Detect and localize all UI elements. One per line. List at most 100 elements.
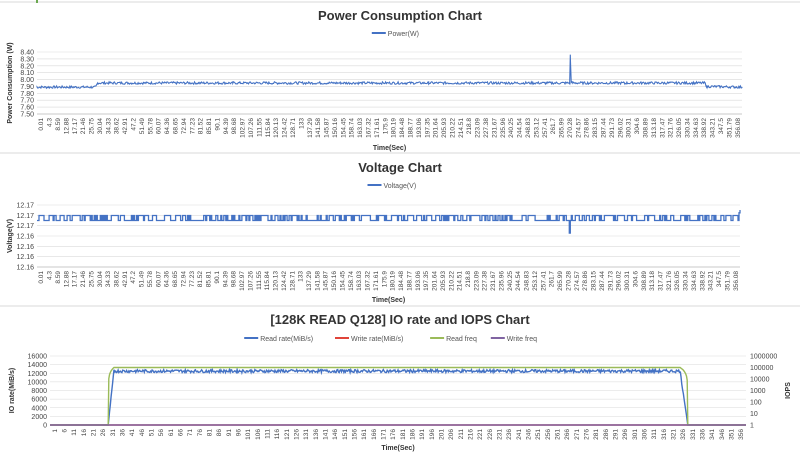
- x-tick-label-26: 111.55: [256, 271, 263, 290]
- x-tick-label-35: 150.16: [331, 271, 338, 291]
- x-tick-label-77: 330.34: [683, 271, 690, 291]
- x-tick-label-8: 34.33: [105, 271, 112, 288]
- x-tick-label-70: 351: [729, 429, 736, 440]
- x-tick-label-55: 276: [584, 429, 591, 440]
- y-tick-label-2: 4000: [31, 405, 47, 412]
- series-line-2: [50, 366, 746, 426]
- x-tick-label-38: 163.03: [357, 118, 364, 138]
- x-tick-label-42: 180.19: [390, 271, 397, 291]
- x-tick-label-69: 296.02: [616, 271, 623, 291]
- x-tick-label-63: 270.28: [565, 271, 572, 291]
- y-tick-label-9: 8.40: [20, 50, 34, 57]
- x-tick-label-54: 231.67: [491, 118, 498, 138]
- x-tick-label-75: 321.76: [668, 118, 675, 138]
- x-tick-label-65: 278.86: [582, 271, 589, 291]
- x-tick-label-59: 253.12: [533, 118, 540, 138]
- io-rate-iops-chart: [128K READ Q128] IO rate and IOPS Chart R…: [9, 312, 792, 452]
- y-tick-label-5: 8.00: [20, 77, 34, 84]
- y-tick-label-1: 2000: [31, 414, 47, 421]
- x-tick-label-51: 218.8: [465, 271, 472, 288]
- x-tick-label-43: 184.48: [399, 118, 406, 138]
- x-tick-label-45: 226: [487, 429, 494, 440]
- x-tick-label-70: 300.31: [626, 118, 633, 138]
- y-axis-label: Power Consumption (W): [7, 42, 14, 123]
- x-tick-label-33: 166: [371, 429, 378, 440]
- x-tick-label-4: 21: [91, 429, 98, 437]
- x-tick-label-58: 248.83: [524, 271, 531, 291]
- x-tick-label-78: 334.63: [691, 271, 698, 291]
- x-tick-label-29: 124.42: [281, 271, 288, 291]
- x-tick-label-10: 51: [149, 429, 156, 437]
- legend-label-0: Read rate(MiB/s): [260, 336, 313, 343]
- x-tick-label-37: 186: [410, 429, 417, 440]
- y-tick-label-1: 7.60: [20, 105, 34, 112]
- x-tick-label-8: 34.33: [105, 118, 112, 135]
- x-tick-label-33: 141.58: [314, 271, 321, 291]
- x-tick-label-50: 214.51: [457, 271, 464, 291]
- x-tick-label-15: 76: [197, 429, 204, 437]
- x-tick-label-52: 223.09: [475, 118, 482, 138]
- x-tick-label-60: 257.41: [540, 271, 547, 291]
- y-tick-label-2: 12.16: [16, 244, 34, 251]
- x-tick-label-82: 351.79: [726, 118, 733, 138]
- x-tick-label-53: 227.38: [483, 118, 490, 138]
- x-tick-label-81: 347.5: [718, 118, 725, 135]
- chart-title: Voltage Chart: [358, 160, 442, 175]
- x-tick-label-29: 124.42: [282, 118, 289, 138]
- x-tick-label-38: 191: [419, 429, 426, 440]
- x-tick-label-46: 197.35: [424, 118, 431, 138]
- x-tick-label-37: 158.74: [348, 271, 355, 291]
- x-tick-label-19: 81.52: [198, 118, 205, 135]
- x-tick-label-80: 343.21: [708, 271, 715, 291]
- x-tick-label-46: 197.35: [423, 271, 430, 291]
- x-tick-label-48: 205.93: [440, 271, 447, 291]
- x-tick-label-10: 42.91: [122, 118, 129, 135]
- x-tick-label-28: 141: [323, 429, 330, 440]
- x-tick-label-57: 244.54: [517, 118, 524, 138]
- x-tick-label-12: 61: [168, 429, 175, 437]
- x-tick-label-12: 51.49: [139, 118, 146, 135]
- x-tick-label-43: 184.48: [398, 271, 405, 291]
- x-tick-label-67: 287.44: [601, 118, 608, 138]
- x-tick-label-35: 150.16: [332, 118, 339, 138]
- x-tick-label-72: 308.89: [641, 271, 648, 291]
- x-tick-label-34: 145.87: [323, 271, 330, 291]
- x-tick-label-47: 236: [506, 429, 513, 440]
- x-tick-label-23: 98.68: [231, 271, 238, 288]
- x-tick-label-18: 91: [226, 429, 233, 437]
- x-tick-label-31: 133: [298, 118, 305, 129]
- x-tick-label-57: 244.54: [515, 271, 522, 291]
- chart-title: Power Consumption Chart: [318, 8, 483, 23]
- legend-label-3: Write freq: [507, 336, 537, 343]
- series-line-0: [37, 210, 741, 234]
- x-tick-label-40: 171.61: [373, 271, 380, 291]
- x-axis-label: Time(Sec): [372, 297, 405, 304]
- x-tick-label-30: 128.71: [289, 271, 296, 291]
- x-tick-label-9: 38.62: [114, 271, 121, 288]
- x-tick-label-59: 253.12: [532, 271, 539, 291]
- x-tick-label-14: 60.07: [155, 271, 162, 288]
- x-tick-label-83: 356.08: [733, 271, 740, 291]
- x-tick-label-73: 313.18: [649, 271, 656, 291]
- x-tick-label-14: 60.07: [156, 118, 163, 135]
- x-tick-label-37: 158.74: [349, 118, 356, 138]
- x-tick-label-22: 94.39: [222, 271, 229, 288]
- x-tick-label-21: 90.1: [214, 271, 221, 284]
- x-tick-label-23: 116: [274, 429, 281, 440]
- x-tick-label-65: 326: [680, 429, 687, 440]
- x-tick-label-40: 201: [439, 429, 446, 440]
- y-tick-label-3: 6000: [31, 397, 47, 404]
- x-tick-label-49: 210.22: [449, 118, 456, 138]
- x-tick-label-76: 326.05: [674, 271, 681, 291]
- x-tick-label-19: 81.52: [197, 271, 204, 288]
- x-tick-label-21: 90.1: [214, 118, 221, 131]
- x-tick-label-30: 151: [342, 429, 349, 440]
- x-tick-label-40: 171.61: [374, 118, 381, 138]
- x-tick-label-31: 133: [298, 271, 305, 282]
- x-tick-label-17: 72.94: [181, 118, 188, 135]
- x-tick-label-79: 338.92: [699, 271, 706, 291]
- x-tick-label-39: 167.32: [365, 271, 372, 291]
- x-tick-label-74: 317.47: [657, 271, 664, 291]
- x-tick-label-58: 248.83: [525, 118, 532, 138]
